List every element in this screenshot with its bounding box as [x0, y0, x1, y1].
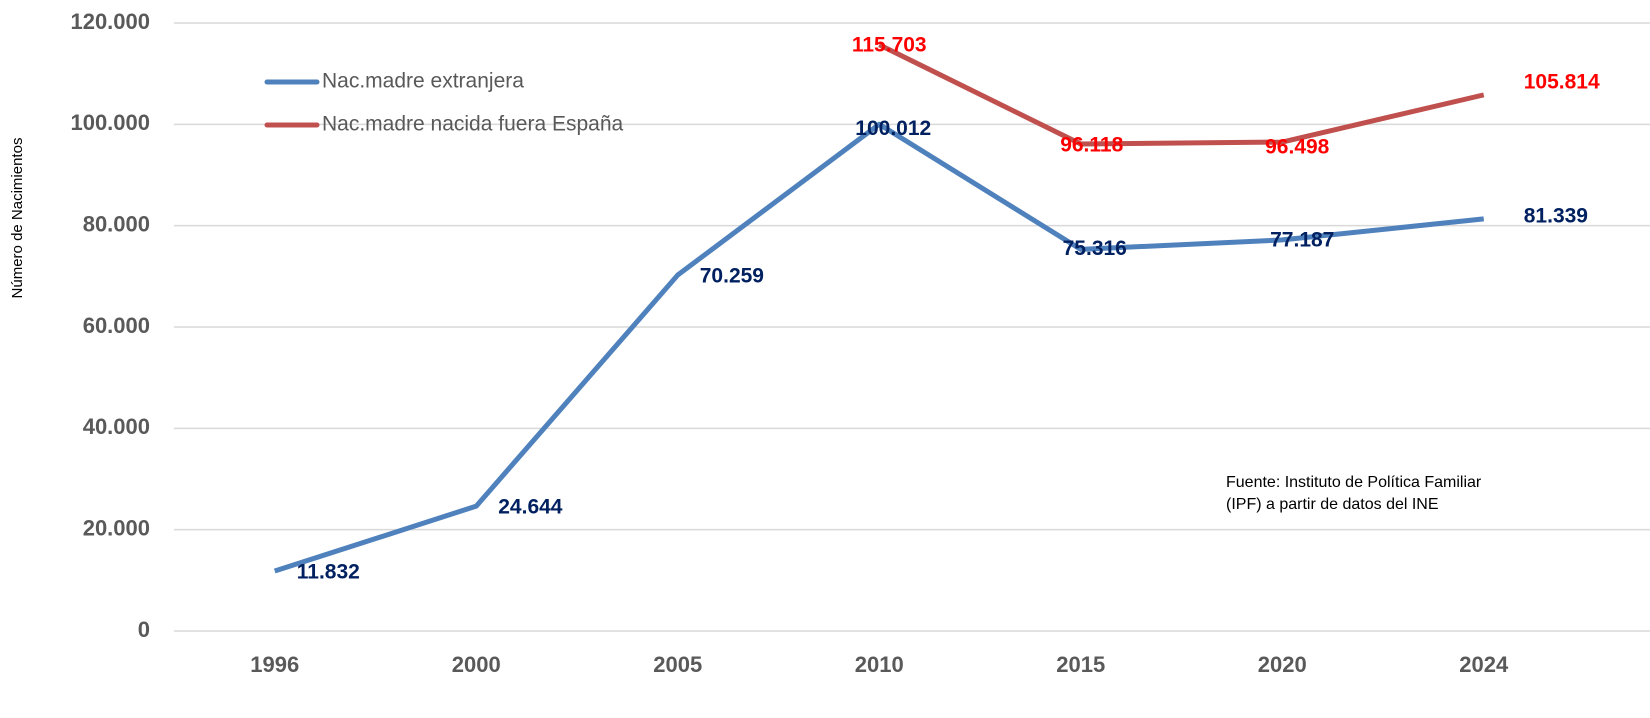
data-label: 96.118: [1060, 134, 1123, 157]
y-axis-label: Número de Nacimientos: [9, 138, 26, 299]
data-label: 70.259: [700, 265, 764, 288]
y-tick-label: 100.000: [70, 110, 150, 135]
y-tick-label: 80.000: [83, 211, 150, 236]
x-tick-label: 2020: [1258, 652, 1307, 677]
y-tick-label: 40.000: [83, 414, 150, 439]
x-tick-label: 1996: [250, 652, 299, 677]
x-tick-label: 2005: [653, 652, 702, 677]
data-label: 81.339: [1524, 204, 1588, 227]
x-tick-label: 2024: [1459, 652, 1509, 677]
x-tick-label: 2000: [452, 652, 501, 677]
data-label: 105.814: [1524, 70, 1600, 93]
series-line: [273, 121, 1485, 574]
y-tick-label: 0: [138, 617, 150, 642]
data-label: 24.644: [498, 496, 563, 519]
y-tick-label: 20.000: [83, 515, 150, 540]
source-note: Fuente: Instituto de Política Familiar: [1226, 474, 1482, 491]
data-label: 100.012: [855, 117, 931, 140]
data-label: 115.703: [852, 33, 927, 56]
legend-label: Nac.madre nacida fuera España: [322, 113, 623, 136]
data-label: 75.316: [1063, 237, 1127, 260]
data-label: 11.832: [297, 561, 360, 584]
x-tick-label: 2010: [855, 652, 904, 677]
data-label: 96.498: [1265, 136, 1330, 159]
x-tick-label: 2015: [1056, 652, 1105, 677]
series-line: [878, 42, 1485, 147]
source-note: (IPF) a partir de datos del INE: [1226, 496, 1439, 513]
y-tick-label: 60.000: [83, 313, 150, 338]
legend-label: Nac.madre extranjera: [322, 70, 524, 93]
data-label: 77.187: [1270, 228, 1334, 251]
y-tick-label: 120.000: [70, 9, 150, 34]
